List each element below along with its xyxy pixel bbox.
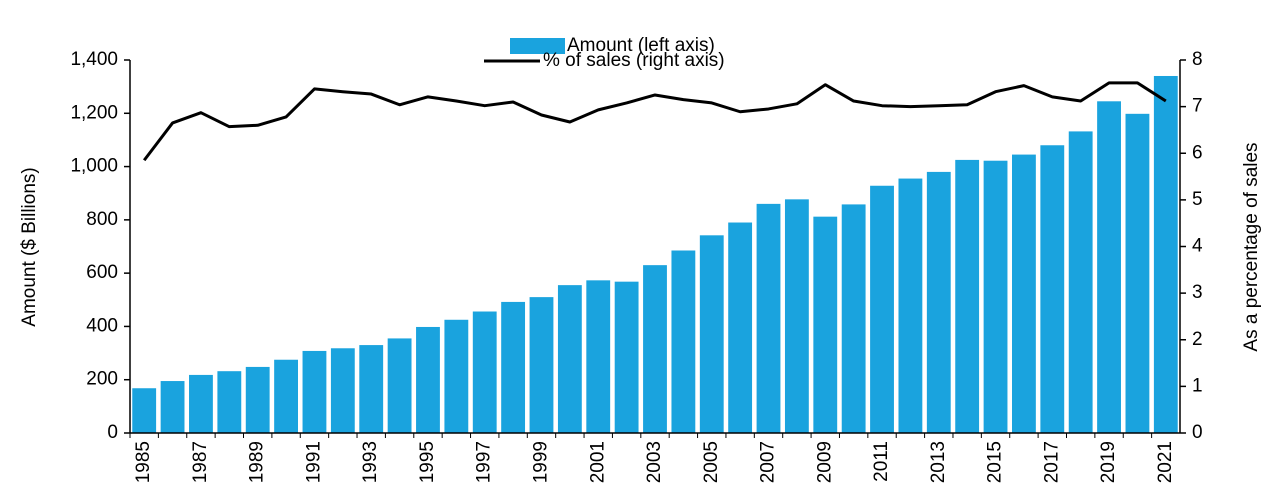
y2-tick-label: 5 (1192, 189, 1203, 210)
bar (416, 326, 440, 433)
y2-tick-label: 2 (1192, 329, 1203, 350)
bar (784, 199, 809, 433)
bar (132, 388, 157, 433)
bar (359, 345, 384, 433)
y-tick-label: 200 (86, 369, 118, 390)
legend-swatch (510, 38, 565, 54)
x-tick-label: 1991 (303, 441, 324, 483)
x-tick-label: 1995 (417, 441, 438, 483)
x-tick-label: 2019 (1098, 441, 1119, 483)
x-tick-label: 2005 (701, 441, 722, 483)
y-tick-label: 600 (86, 262, 118, 283)
bar (841, 204, 866, 433)
bar (529, 297, 554, 433)
x-tick-label: 1985 (133, 441, 154, 483)
y-axis-label: Amount ($ Billions) (19, 167, 40, 326)
x-tick-label: 2021 (1155, 441, 1176, 483)
x-tick-label: 1989 (247, 441, 268, 483)
y-tick-label: 1,000 (70, 156, 118, 177)
y-tick-label: 1,200 (70, 102, 118, 123)
y2-tick-label: 1 (1192, 375, 1203, 396)
bar (1040, 145, 1065, 433)
bar (1153, 75, 1178, 433)
y-tick-label: 400 (86, 315, 118, 336)
bar (614, 281, 639, 433)
bar (813, 216, 838, 433)
bar (444, 319, 469, 433)
x-tick-label: 2001 (587, 441, 608, 483)
bar (160, 381, 185, 433)
y2-tick-label: 6 (1192, 142, 1203, 163)
bar (302, 350, 327, 433)
x-tick-label: 1993 (360, 441, 381, 483)
x-tick-label: 1987 (190, 441, 211, 483)
legend-label: Amount (left axis) (567, 35, 715, 56)
bar (501, 301, 526, 433)
bar (586, 280, 611, 433)
bar (245, 366, 270, 433)
bar (1012, 154, 1036, 433)
y2-tick-label: 8 (1192, 49, 1203, 70)
line (142, 81, 1167, 162)
y-tick-label: 1,400 (70, 49, 118, 70)
bar (472, 311, 497, 433)
y2-tick-label: 0 (1192, 422, 1203, 443)
bar (756, 203, 781, 433)
bar (330, 348, 355, 433)
bar (274, 359, 298, 433)
bar (699, 235, 724, 433)
bar (983, 160, 1008, 433)
x-tick-label: 2013 (928, 441, 949, 483)
x-tick-label: 1997 (474, 441, 495, 483)
bar (728, 222, 753, 433)
bar (1068, 131, 1093, 433)
bar (898, 178, 923, 433)
legend-label: % of sales (right axis) (543, 50, 725, 71)
bar (217, 371, 242, 433)
bar (557, 285, 582, 433)
x-tick-label: 2007 (758, 441, 779, 483)
bar (955, 159, 980, 434)
bar (671, 250, 696, 433)
y2-tick-label: 4 (1192, 236, 1203, 257)
x-tick-label: 2009 (814, 441, 835, 483)
bar (387, 338, 412, 433)
bar (643, 265, 667, 433)
bar (1097, 101, 1121, 434)
bar (870, 185, 894, 433)
y2-tick-label: 3 (1192, 282, 1203, 303)
x-tick-label: 2003 (644, 441, 665, 483)
y-tick-label: 0 (107, 422, 118, 443)
y2-axis-label: As a percentage of sales (1241, 142, 1262, 351)
x-tick-label: 2017 (1041, 441, 1062, 483)
bar (1125, 113, 1150, 433)
y-tick-label: 800 (86, 209, 118, 230)
bar (926, 171, 951, 433)
bar (189, 374, 213, 433)
x-tick-label: 2011 (871, 441, 892, 482)
y2-tick-label: 7 (1192, 96, 1203, 117)
x-tick-label: 2015 (985, 441, 1006, 483)
x-tick-label: 1999 (531, 441, 552, 483)
